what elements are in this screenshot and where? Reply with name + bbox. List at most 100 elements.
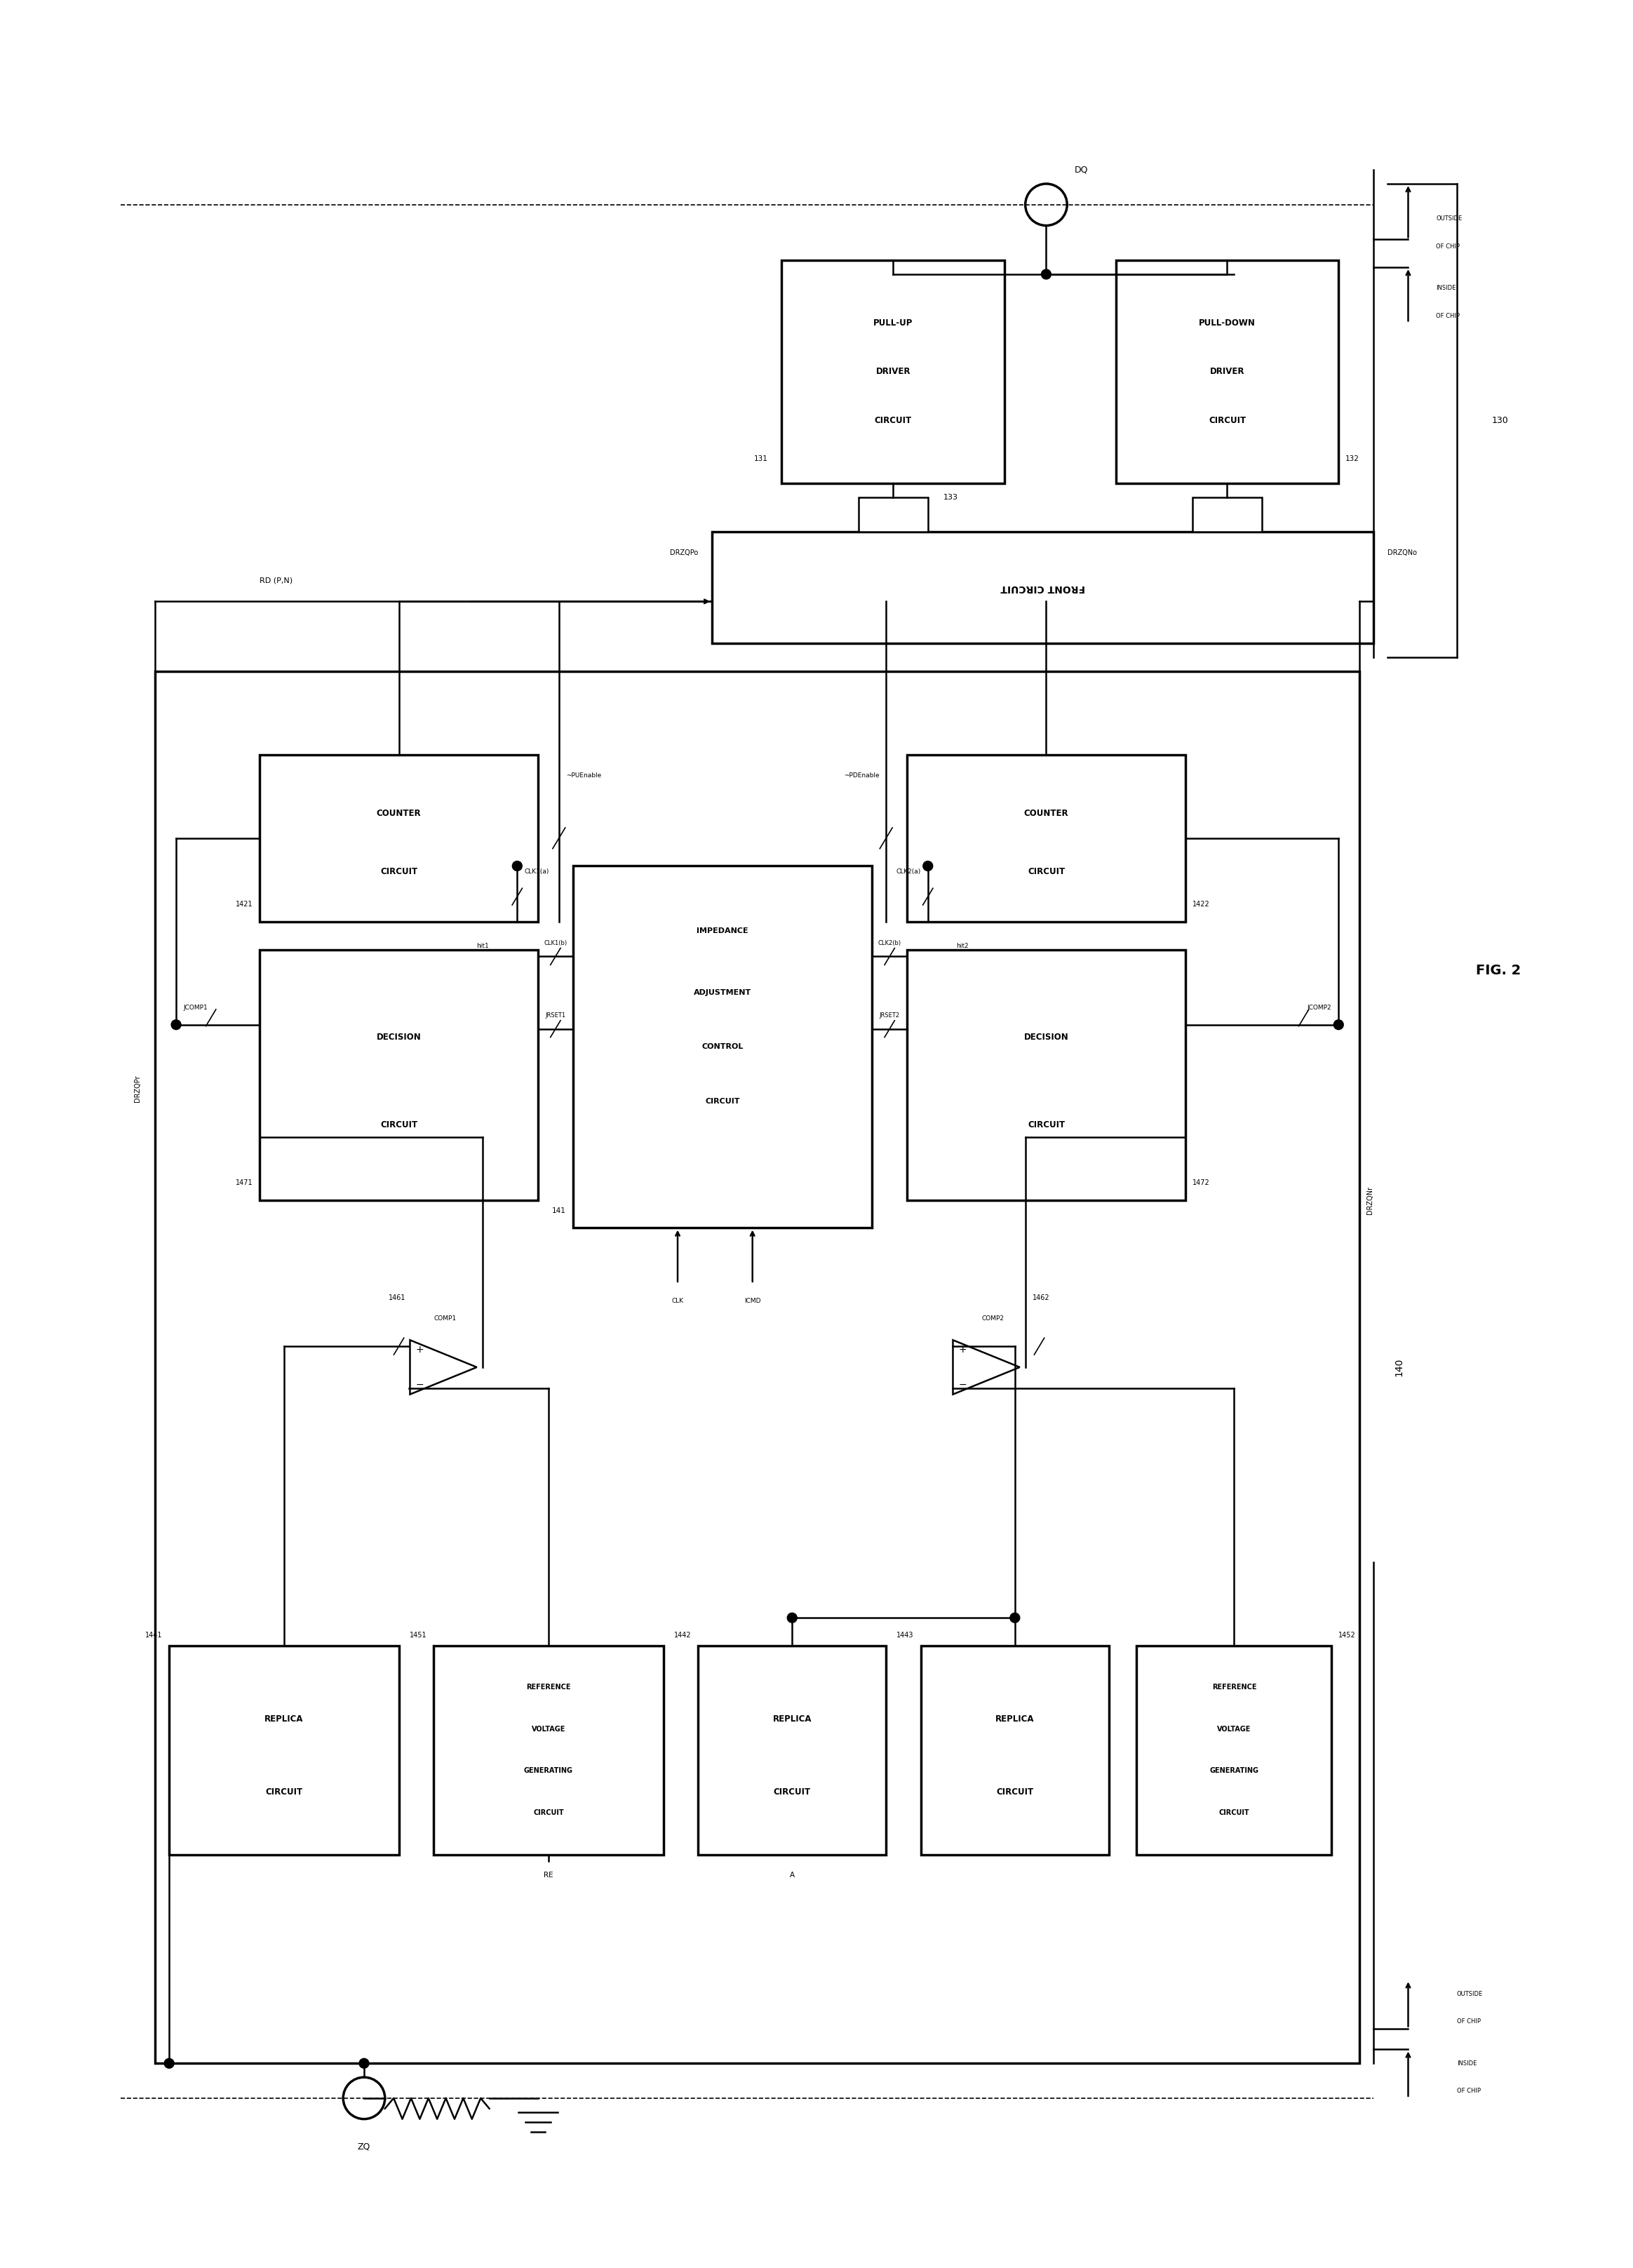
Circle shape bbox=[513, 862, 523, 871]
Bar bbox=[906, 755, 1186, 921]
Text: ~PUEnable: ~PUEnable bbox=[567, 773, 601, 778]
Text: CLK2(a): CLK2(a) bbox=[897, 869, 921, 875]
Text: OF CHIP: OF CHIP bbox=[1457, 2089, 1481, 2093]
Bar bbox=[921, 1647, 1109, 1855]
Text: ZQ: ZQ bbox=[358, 2143, 371, 2152]
Bar bbox=[1192, 497, 1262, 531]
Text: DQ: DQ bbox=[1075, 166, 1088, 175]
Text: PULL-UP: PULL-UP bbox=[874, 318, 913, 327]
Text: OUTSIDE: OUTSIDE bbox=[1435, 215, 1462, 222]
Circle shape bbox=[171, 1021, 181, 1030]
Text: DRZQNo: DRZQNo bbox=[1388, 549, 1417, 556]
Text: 1441: 1441 bbox=[145, 1631, 162, 1640]
Text: COMP1: COMP1 bbox=[434, 1315, 456, 1322]
Text: CONTROL: CONTROL bbox=[702, 1043, 743, 1050]
Text: FRONT CIRCUIT: FRONT CIRCUIT bbox=[1001, 583, 1084, 592]
Text: 1442: 1442 bbox=[674, 1631, 691, 1640]
Text: CIRCUIT: CIRCUIT bbox=[1027, 866, 1065, 875]
Text: CIRCUIT: CIRCUIT bbox=[534, 1810, 563, 1817]
Text: ADJUSTMENT: ADJUSTMENT bbox=[694, 989, 751, 996]
Text: COMP2: COMP2 bbox=[981, 1315, 1004, 1322]
Bar bbox=[260, 755, 537, 921]
Bar bbox=[1115, 261, 1339, 483]
Text: CLK1(a): CLK1(a) bbox=[524, 869, 549, 875]
Text: DRZQNr: DRZQNr bbox=[1367, 1186, 1373, 1213]
Circle shape bbox=[1334, 1021, 1344, 1030]
Text: +: + bbox=[959, 1345, 967, 1354]
Bar bbox=[260, 950, 537, 1200]
Text: OF CHIP: OF CHIP bbox=[1457, 2019, 1481, 2025]
Bar bbox=[699, 1647, 887, 1855]
Text: OF CHIP: OF CHIP bbox=[1435, 313, 1460, 320]
Text: 131: 131 bbox=[754, 456, 768, 463]
Text: −: − bbox=[416, 1379, 425, 1390]
Bar bbox=[434, 1647, 663, 1855]
Text: +: + bbox=[416, 1345, 425, 1354]
Text: 140: 140 bbox=[1395, 1359, 1404, 1377]
Text: 1422: 1422 bbox=[1192, 900, 1210, 907]
Text: CLK1(b): CLK1(b) bbox=[544, 939, 567, 946]
Text: JRSET2: JRSET2 bbox=[880, 1012, 900, 1018]
Text: COUNTER: COUNTER bbox=[377, 807, 421, 819]
Text: VOLTAGE: VOLTAGE bbox=[1217, 1726, 1251, 1733]
Text: ICMD: ICMD bbox=[745, 1297, 761, 1304]
Text: REPLICA: REPLICA bbox=[265, 1715, 304, 1724]
Text: CIRCUIT: CIRCUIT bbox=[266, 1787, 302, 1796]
Text: hit2: hit2 bbox=[957, 943, 968, 948]
Text: CIRCUIT: CIRCUIT bbox=[380, 866, 418, 875]
Text: 1451: 1451 bbox=[410, 1631, 426, 1640]
Text: CIRCUIT: CIRCUIT bbox=[874, 417, 911, 426]
Text: RD (P,N): RD (P,N) bbox=[260, 576, 292, 585]
Text: JCOMP2: JCOMP2 bbox=[1308, 1005, 1331, 1012]
Text: 132: 132 bbox=[1346, 456, 1359, 463]
Bar bbox=[859, 497, 928, 531]
Circle shape bbox=[1042, 270, 1052, 279]
Text: REPLICA: REPLICA bbox=[996, 1715, 1034, 1724]
Bar bbox=[155, 671, 1359, 2064]
Text: 1421: 1421 bbox=[235, 900, 253, 907]
Text: CIRCUIT: CIRCUIT bbox=[705, 1098, 740, 1105]
Text: INSIDE: INSIDE bbox=[1435, 286, 1457, 290]
Circle shape bbox=[1009, 1613, 1019, 1622]
Text: DECISION: DECISION bbox=[1024, 1032, 1068, 1041]
Bar bbox=[782, 261, 1004, 483]
Text: CLK2(b): CLK2(b) bbox=[879, 939, 901, 946]
Text: CIRCUIT: CIRCUIT bbox=[380, 1120, 418, 1129]
Bar bbox=[712, 531, 1373, 644]
Text: DRIVER: DRIVER bbox=[1210, 367, 1244, 376]
Text: GENERATING: GENERATING bbox=[1210, 1767, 1259, 1774]
Text: OF CHIP: OF CHIP bbox=[1435, 243, 1460, 249]
Text: CIRCUIT: CIRCUIT bbox=[774, 1787, 810, 1796]
Bar bbox=[573, 866, 872, 1227]
Text: 130: 130 bbox=[1491, 415, 1509, 424]
Text: 1471: 1471 bbox=[235, 1179, 253, 1186]
Text: ~PDEnable: ~PDEnable bbox=[844, 773, 879, 778]
Text: 1452: 1452 bbox=[1339, 1631, 1355, 1640]
Text: DECISION: DECISION bbox=[377, 1032, 421, 1041]
Circle shape bbox=[787, 1613, 797, 1622]
Text: DRZQPr: DRZQPr bbox=[134, 1075, 142, 1102]
Text: REPLICA: REPLICA bbox=[772, 1715, 812, 1724]
Text: DRZQPo: DRZQPo bbox=[670, 549, 699, 556]
Text: CIRCUIT: CIRCUIT bbox=[1208, 417, 1246, 426]
Text: OUTSIDE: OUTSIDE bbox=[1457, 1991, 1483, 1996]
Text: INSIDE: INSIDE bbox=[1457, 2059, 1476, 2066]
Text: CIRCUIT: CIRCUIT bbox=[1218, 1810, 1249, 1817]
Circle shape bbox=[359, 2059, 369, 2068]
Text: 1462: 1462 bbox=[1032, 1295, 1050, 1302]
Bar bbox=[170, 1647, 398, 1855]
Bar bbox=[906, 950, 1186, 1200]
Text: VOLTAGE: VOLTAGE bbox=[532, 1726, 565, 1733]
Text: PULL-DOWN: PULL-DOWN bbox=[1199, 318, 1256, 327]
Bar bbox=[1137, 1647, 1331, 1855]
Text: 1443: 1443 bbox=[897, 1631, 914, 1640]
Text: IMPEDANCE: IMPEDANCE bbox=[697, 928, 748, 934]
Text: 1472: 1472 bbox=[1192, 1179, 1210, 1186]
Text: COUNTER: COUNTER bbox=[1024, 807, 1068, 819]
Text: REFERENCE: REFERENCE bbox=[526, 1683, 572, 1692]
Text: RE: RE bbox=[544, 1871, 554, 1878]
Text: CLK: CLK bbox=[671, 1297, 684, 1304]
Circle shape bbox=[923, 862, 932, 871]
Text: hit1: hit1 bbox=[477, 943, 488, 948]
Text: 1461: 1461 bbox=[389, 1295, 407, 1302]
